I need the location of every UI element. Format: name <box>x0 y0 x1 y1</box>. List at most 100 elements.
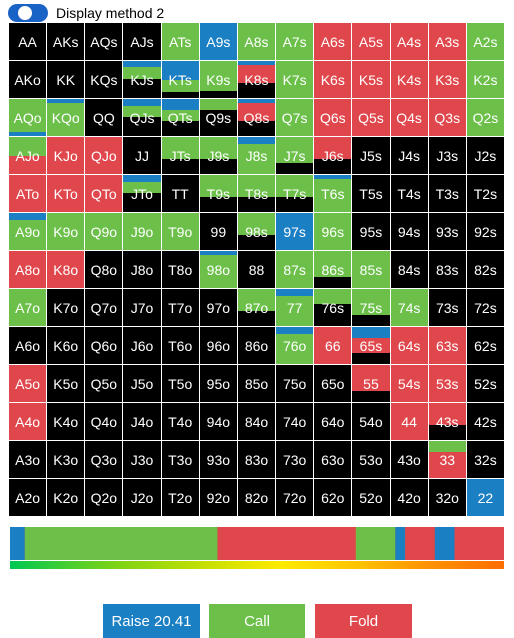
hand-cell[interactable]: 95o <box>199 365 238 403</box>
hand-cell[interactable]: K4s <box>390 61 429 99</box>
hand-cell[interactable]: K6o <box>47 327 86 365</box>
hand-cell[interactable]: KQo <box>47 99 86 137</box>
hand-cell[interactable]: J4o <box>123 403 162 441</box>
hand-cell[interactable]: K7s <box>276 61 315 99</box>
hand-cell[interactable]: Q3s <box>428 99 467 137</box>
hand-cell[interactable]: 64s <box>390 327 429 365</box>
hand-cell[interactable]: K4o <box>47 403 86 441</box>
hand-cell[interactable]: T6o <box>161 327 200 365</box>
hand-cell[interactable]: A8s <box>237 23 277 61</box>
raise-button[interactable]: Raise 20.41 <box>103 604 200 638</box>
hand-cell[interactable]: 22 <box>466 479 505 517</box>
hand-cell[interactable]: 33 <box>428 441 467 479</box>
hand-cell[interactable]: 76s <box>314 289 353 327</box>
hand-cell[interactable]: AJs <box>123 23 162 61</box>
hand-cell[interactable]: 84s <box>390 251 429 289</box>
hand-cell[interactable]: 65s <box>352 327 391 365</box>
hand-cell[interactable]: AJo <box>9 137 48 175</box>
hand-cell[interactable]: 66 <box>314 327 353 365</box>
hand-cell[interactable]: K5o <box>47 365 86 403</box>
hand-cell[interactable]: T9o <box>161 213 200 251</box>
hand-cell[interactable]: A4s <box>390 23 429 61</box>
hand-cell[interactable]: Q7o <box>85 289 124 327</box>
hand-cell[interactable]: 73o <box>276 441 315 479</box>
hand-cell[interactable]: QQ <box>85 99 124 137</box>
hand-cell[interactable]: Q8s <box>237 99 277 137</box>
hand-cell[interactable]: KTs <box>161 61 200 99</box>
hand-cell[interactable]: J5s <box>352 137 391 175</box>
hand-cell[interactable]: A8o <box>9 251 48 289</box>
hand-cell[interactable]: T5o <box>161 365 200 403</box>
hand-cell[interactable]: 84o <box>237 403 277 441</box>
hand-cell[interactable]: T4o <box>161 403 200 441</box>
hand-cell[interactable]: ATo <box>9 175 48 213</box>
hand-cell[interactable]: 62o <box>314 479 353 517</box>
hand-cell[interactable]: J6s <box>314 137 353 175</box>
hand-cell[interactable]: 63s <box>428 327 467 365</box>
hand-cell[interactable]: QJo <box>85 137 124 175</box>
hand-cell[interactable]: 96s <box>314 213 353 251</box>
toggle-switch[interactable] <box>8 4 48 22</box>
hand-cell[interactable]: A3o <box>9 441 48 479</box>
hand-cell[interactable]: AQo <box>9 99 48 137</box>
hand-cell[interactable]: KK <box>47 61 86 99</box>
hand-cell[interactable]: 53o <box>352 441 391 479</box>
hand-cell[interactable]: AKs <box>47 23 86 61</box>
hand-cell[interactable]: 54o <box>352 403 391 441</box>
hand-cell[interactable]: 77 <box>276 289 315 327</box>
hand-cell[interactable]: T3s <box>428 175 467 213</box>
hand-cell[interactable]: 88 <box>237 251 277 289</box>
hand-cell[interactable]: 93s <box>428 213 467 251</box>
hand-cell[interactable]: T3o <box>161 441 200 479</box>
hand-cell[interactable]: A6o <box>9 327 48 365</box>
hand-cell[interactable]: J8o <box>123 251 162 289</box>
hand-cell[interactable]: J3s <box>428 137 467 175</box>
hand-cell[interactable]: Q6s <box>314 99 353 137</box>
hand-cell[interactable]: Q8o <box>85 251 124 289</box>
hand-cell[interactable]: KJs <box>123 61 162 99</box>
hand-cell[interactable]: 43o <box>390 441 429 479</box>
hand-cell[interactable]: A9s <box>199 23 238 61</box>
hand-cell[interactable]: AKo <box>9 61 48 99</box>
hand-cell[interactable]: 65o <box>314 365 353 403</box>
hand-cell[interactable]: J9o <box>123 213 162 251</box>
hand-cell[interactable]: A5o <box>9 365 48 403</box>
hand-cell[interactable]: K8o <box>47 251 86 289</box>
hand-cell[interactable]: Q3o <box>85 441 124 479</box>
hand-cell[interactable]: 42s <box>466 403 505 441</box>
hand-cell[interactable]: 82s <box>466 251 505 289</box>
hand-cell[interactable]: T7o <box>161 289 200 327</box>
hand-cell[interactable]: T2o <box>161 479 200 517</box>
hand-cell[interactable]: 83o <box>237 441 277 479</box>
hand-cell[interactable]: J2s <box>466 137 505 175</box>
hand-cell[interactable]: K2s <box>466 61 505 99</box>
hand-cell[interactable]: 32o <box>428 479 467 517</box>
hand-cell[interactable]: Q4s <box>390 99 429 137</box>
hand-cell[interactable]: A6s <box>314 23 353 61</box>
hand-cell[interactable]: 97o <box>199 289 238 327</box>
hand-cell[interactable]: 75s <box>352 289 391 327</box>
hand-cell[interactable]: K7o <box>47 289 86 327</box>
hand-cell[interactable]: 53s <box>428 365 467 403</box>
hand-cell[interactable]: A2o <box>9 479 48 517</box>
hand-cell[interactable]: 85o <box>237 365 277 403</box>
hand-cell[interactable]: 64o <box>314 403 353 441</box>
hand-cell[interactable]: A5s <box>352 23 391 61</box>
hand-cell[interactable]: T4s <box>390 175 429 213</box>
hand-cell[interactable]: 75o <box>276 365 315 403</box>
hand-cell[interactable]: T6s <box>314 175 353 213</box>
hand-cell[interactable]: A7o <box>9 289 48 327</box>
hand-cell[interactable]: 42o <box>390 479 429 517</box>
hand-cell[interactable]: 96o <box>199 327 238 365</box>
hand-cell[interactable]: AQs <box>85 23 124 61</box>
hand-cell[interactable]: K9s <box>199 61 238 99</box>
fold-button[interactable]: Fold <box>315 604 412 638</box>
hand-cell[interactable]: KQs <box>85 61 124 99</box>
hand-cell[interactable]: 85s <box>352 251 391 289</box>
hand-cell[interactable]: 97s <box>276 213 315 251</box>
call-button[interactable]: Call <box>209 604 305 638</box>
hand-cell[interactable]: 87o <box>237 289 277 327</box>
hand-cell[interactable]: T2s <box>466 175 505 213</box>
hand-cell[interactable]: KTo <box>47 175 86 213</box>
hand-cell[interactable]: 52s <box>466 365 505 403</box>
